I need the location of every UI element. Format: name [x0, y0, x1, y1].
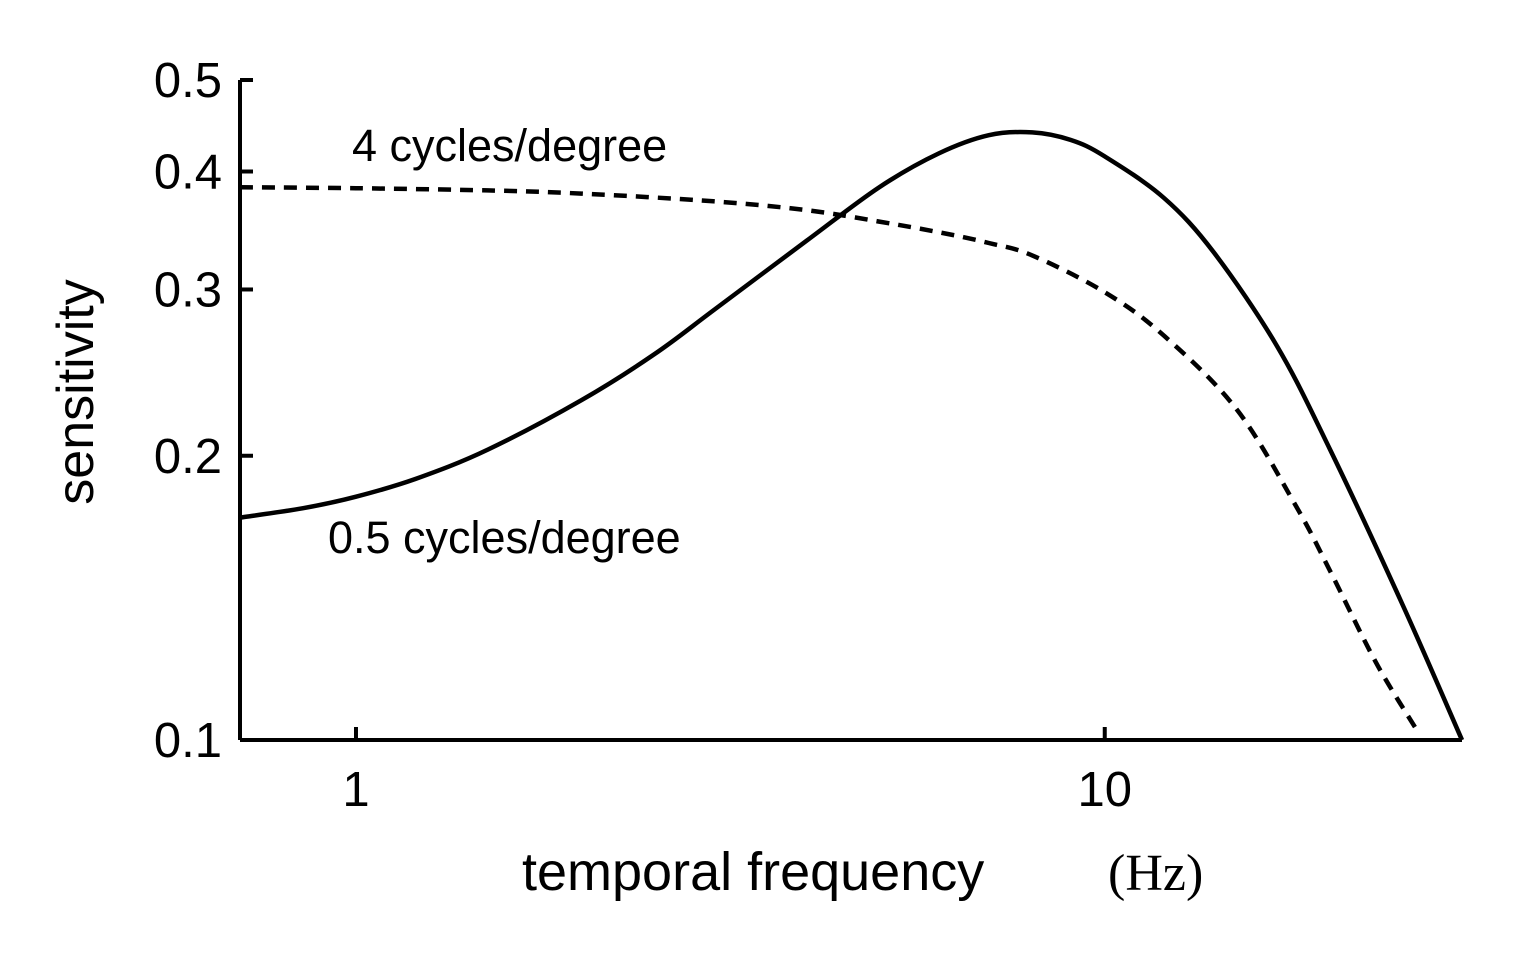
y-axis-label: sensitivity [47, 279, 105, 504]
axes [238, 78, 1462, 742]
y-tick-label: 0.1 [154, 714, 222, 768]
x-axis-label: temporal frequency [522, 842, 984, 902]
y-tick-label: 0.4 [154, 146, 222, 200]
series-line-0-5-cycles-degree [239, 129, 1465, 741]
series-line-4-cycles-degree [239, 184, 1418, 730]
annotation-0-5-cpd: 0.5 cycles/degree [328, 512, 681, 563]
annotation-4-cpd: 4 cycles/degree [352, 120, 667, 171]
y-tick-label: 0.2 [154, 430, 222, 484]
x-tick-label: 1 [342, 763, 369, 817]
x-tick-label: 10 [1077, 763, 1132, 817]
tick-labels: 0.1 0.2 0.3 0.4 0.5 1 10 [154, 54, 1132, 817]
series-layer [239, 129, 1465, 741]
y-tick-label: 0.5 [154, 54, 222, 108]
x-axis-unit: (Hz) [1108, 845, 1203, 902]
y-tick-label: 0.3 [154, 263, 222, 317]
